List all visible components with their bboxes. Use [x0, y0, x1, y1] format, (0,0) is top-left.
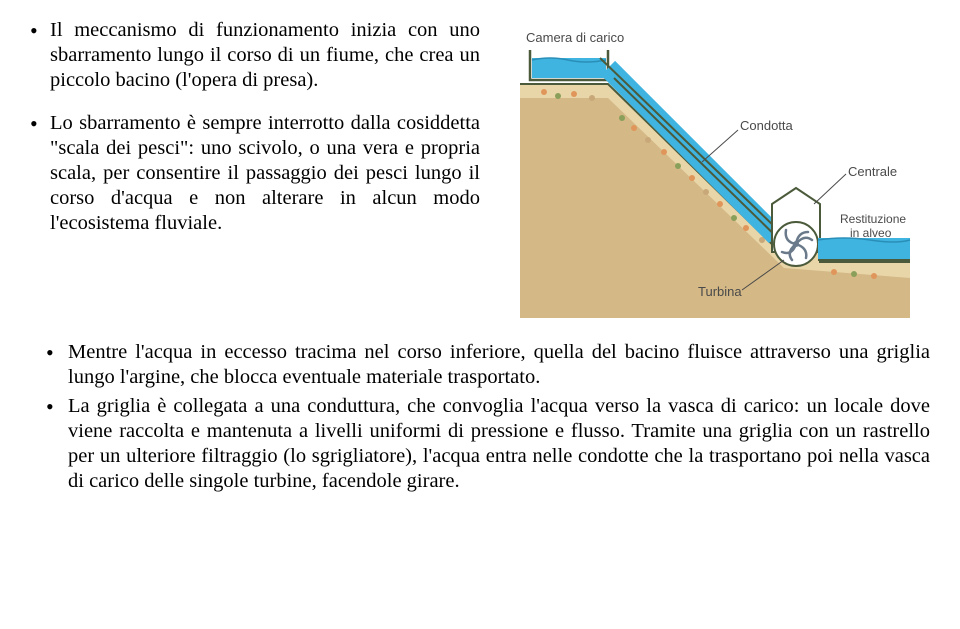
paragraph-3: Mentre l'acqua in eccesso tracima nel co…	[30, 340, 930, 390]
label-camera: Camera di carico	[526, 30, 624, 45]
paragraph-4: La griglia è collegata a una conduttura,…	[30, 394, 930, 494]
diagram-column: Camera di carico Condotta Centrale Resti…	[498, 18, 930, 318]
paragraph-2: Lo sbarramento è sempre interrotto dalla…	[30, 111, 480, 236]
bottom-text-block: Mentre l'acqua in eccesso tracima nel co…	[30, 340, 930, 494]
hydro-diagram: Camera di carico Condotta Centrale Resti…	[514, 28, 914, 318]
left-text-column: Il meccanismo di funzionamento inizia co…	[30, 18, 480, 318]
paragraph-1: Il meccanismo di funzionamento inizia co…	[30, 18, 480, 93]
label-centrale: Centrale	[848, 164, 897, 179]
label-restituzione-1: Restituzione	[840, 212, 906, 226]
label-restituzione-2: in alveo	[850, 226, 891, 240]
label-condotta: Condotta	[740, 118, 793, 133]
label-turbina: Turbina	[698, 284, 742, 299]
